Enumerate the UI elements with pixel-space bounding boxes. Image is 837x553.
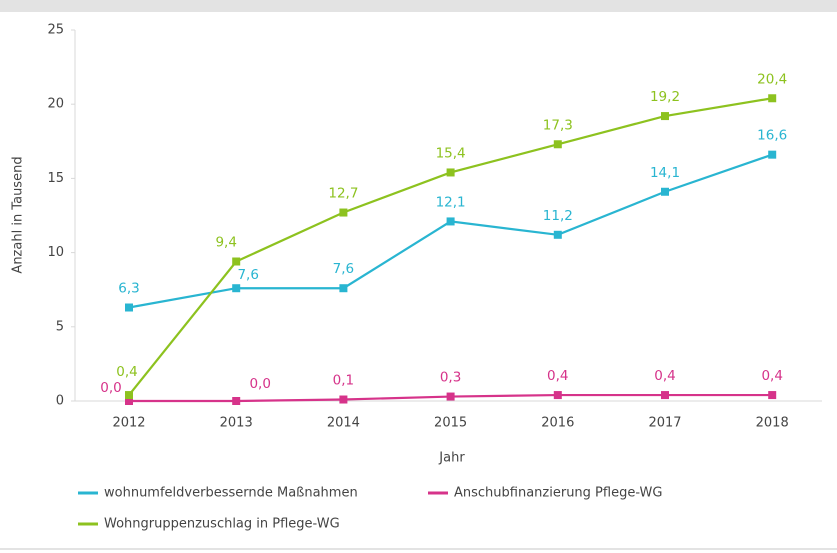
point-marker [232,397,241,405]
data-label: 17,3 [543,117,573,133]
point-marker [232,284,241,293]
data-label: 0,3 [440,370,461,386]
point-marker [553,230,562,239]
y-tick-label: 15 [47,171,64,186]
x-tick-label: 2017 [648,416,681,431]
legend-label: Anschubfinanzierung Pflege-WG [454,486,662,501]
data-label: 20,4 [757,71,787,87]
y-tick-label: 20 [47,97,64,112]
point-marker [661,391,669,400]
legend-label: Wohngruppenzuschlag in Pflege-WG [104,517,340,532]
data-label: 0,4 [116,364,137,380]
data-label: 0,0 [100,380,121,396]
x-tick-label: 2014 [327,416,360,431]
point-marker [339,284,348,293]
data-label: 7,6 [333,261,354,277]
point-marker [446,217,455,226]
data-label: 9,4 [215,235,236,251]
point-marker [125,391,133,400]
x-tick-label: 2013 [220,416,253,431]
y-tick-label: 5 [56,319,64,334]
data-label: 12,7 [328,186,358,202]
x-tick-label: 2015 [434,416,467,431]
point-marker [768,94,777,103]
data-label: 11,2 [543,208,573,224]
x-axis-title: Jahr [438,451,465,466]
point-marker [232,257,241,266]
point-marker [125,397,133,405]
point-marker [125,303,133,312]
x-tick-label: 2018 [756,416,789,431]
data-label: 0,0 [249,376,270,392]
x-tick-label: 2016 [541,416,574,431]
y-tick-label: 10 [47,245,64,260]
data-label: 12,1 [436,194,466,210]
legend-label: wohnumfeldverbessernde Maßnahmen [104,486,358,501]
data-label: 7,6 [237,267,258,283]
point-marker [768,391,777,400]
data-label: 0,4 [761,368,782,384]
data-label: 0,1 [333,373,354,389]
point-marker [553,391,562,400]
data-label: 6,3 [118,281,139,297]
point-marker [768,150,777,159]
point-marker [661,187,669,196]
data-label: 14,1 [650,165,680,181]
point-marker [661,112,669,121]
point-marker [339,395,348,404]
y-axis-title: Anzahl in Tausend [11,156,26,273]
top-bar [0,0,837,12]
data-label: 15,4 [436,145,466,161]
data-label: 16,6 [757,128,787,144]
y-tick-label: 0 [56,394,64,409]
data-label: 0,4 [654,368,675,384]
x-tick-label: 2012 [112,416,145,431]
point-marker [446,168,455,177]
data-label: 0,4 [547,368,568,384]
y-tick-label: 25 [47,23,64,38]
point-marker [446,392,455,401]
point-marker [553,140,562,149]
point-marker [339,208,348,217]
data-label: 19,2 [650,89,680,105]
